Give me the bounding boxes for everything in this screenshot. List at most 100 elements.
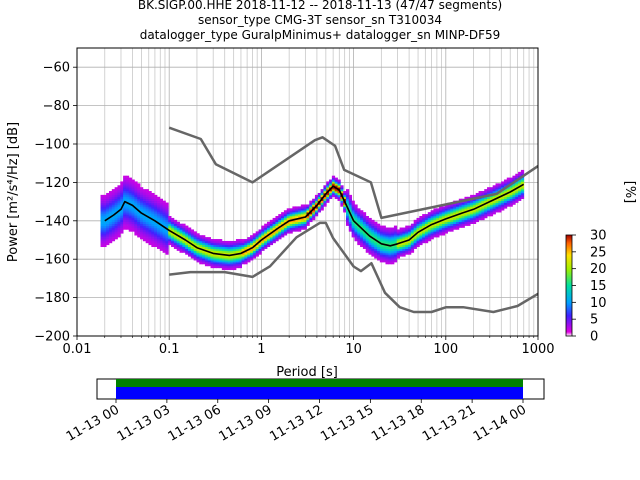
psd-heat-cell (162, 200, 166, 203)
psd-heat-cell (295, 219, 299, 223)
psd-heat-cell (140, 231, 144, 234)
psd-heat-cell (382, 231, 386, 234)
psd-heat-cell (444, 219, 448, 223)
psd-heat-cell (219, 256, 223, 259)
psd-heat-cell (219, 242, 223, 246)
psd-heat-cell (159, 217, 164, 221)
psd-heat-cell (179, 239, 183, 242)
psd-heat-cell (427, 237, 432, 240)
psd-heat-cell (436, 210, 440, 213)
psd-heat-cell (377, 233, 381, 236)
psd-heat-cell (199, 239, 203, 242)
psd-heat-cell (238, 264, 242, 267)
psd-heat-cell (137, 208, 141, 211)
psd-heat-cell (103, 221, 107, 224)
psd-heat-cell (292, 208, 296, 211)
psd-heat-cell (484, 206, 488, 209)
psd-heat-cell (114, 231, 118, 234)
psd-heat-cell (131, 206, 135, 209)
psd-heat-cell (185, 250, 189, 253)
psd-heat-cell (244, 246, 248, 249)
psd-heat-cell (148, 237, 152, 240)
psd-heat-cell (187, 250, 192, 253)
psd-heat-cell (213, 264, 217, 267)
psd-heat-cell (145, 235, 149, 238)
psd-heat-cell (334, 192, 338, 196)
psd-heat-cell (484, 204, 488, 207)
psd-heat-cell (498, 200, 502, 203)
psd-heat-cell (419, 235, 423, 238)
psd-heat-cell (193, 250, 197, 253)
psd-heat-cell (289, 217, 293, 221)
psd-heat-cell (159, 202, 164, 205)
psd-heat-cell (176, 239, 180, 242)
psd-heat-cell (320, 202, 324, 205)
psd-heat-cell (470, 210, 474, 213)
psd-heat-cell (151, 237, 155, 240)
psd-heat-cell (269, 219, 274, 223)
psd-heat-cell (345, 198, 350, 201)
psd-heat-cell (368, 244, 372, 248)
psd-heat-cell (447, 204, 451, 207)
psd-heat-cell (171, 237, 175, 240)
psd-heat-cell (309, 216, 313, 219)
psd-heat-cell (331, 191, 336, 194)
psd-heat-cell (255, 248, 259, 251)
psd-heat-cell (444, 223, 448, 226)
psd-heat-cell (114, 206, 118, 209)
psd-heat-cell (399, 237, 403, 240)
psd-heat-cell (467, 214, 471, 217)
psd-heat-cell (354, 235, 358, 238)
psd-heat-cell (410, 227, 415, 230)
psd-heat-cell (278, 216, 282, 219)
psd-heat-cell (123, 196, 127, 200)
psd-heat-cell (303, 214, 307, 217)
psd-heat-cell (227, 256, 231, 259)
psd-heat-cell (303, 219, 307, 223)
psd-heat-cell (244, 254, 248, 257)
psd-heat-cell (509, 202, 513, 205)
psd-heat-cell (221, 258, 226, 261)
psd-heat-cell (123, 181, 127, 184)
psd-heat-cell (309, 206, 313, 209)
psd-heat-cell (430, 227, 434, 230)
psd-heat-cell (393, 237, 398, 240)
psd-heat-cell (343, 208, 347, 211)
psd-heat-cell (131, 187, 135, 190)
psd-heat-cell (269, 225, 274, 228)
psd-heat-cell (227, 262, 231, 265)
psd-heat-cell (292, 225, 296, 228)
psd-heat-cell (230, 262, 234, 265)
psd-heat-cell (125, 225, 130, 228)
psd-heat-cell (512, 196, 516, 200)
psd-heat-cell (173, 240, 178, 244)
psd-heat-cell (371, 240, 375, 244)
psd-heat-cell (216, 264, 220, 267)
psd-heat-cell (388, 252, 392, 255)
psd-heat-cell (382, 225, 386, 228)
psd-heat-cell (168, 233, 172, 236)
psd-heat-cell (100, 221, 104, 224)
psd-heat-cell (374, 256, 378, 259)
psd-heat-cell (173, 235, 178, 238)
psd-heat-cell (441, 212, 446, 215)
psd-heat-cell (128, 216, 132, 219)
psd-heat-cell (134, 192, 138, 196)
x-tick-label: 1 (257, 342, 265, 357)
psd-heat-cell (396, 250, 400, 253)
psd-heat-cell (185, 240, 189, 244)
psd-heat-cell (467, 200, 471, 203)
psd-heat-cell (379, 244, 384, 248)
psd-heat-cell (385, 246, 389, 249)
psd-heat-cell (117, 198, 121, 201)
psd-heat-cell (314, 214, 319, 217)
psd-heat-cell (382, 240, 386, 244)
psd-heat-cell (422, 237, 426, 240)
psd-heat-cell (439, 214, 443, 217)
psd-heat-cell (360, 221, 364, 224)
psd-heat-cell (190, 235, 195, 238)
psd-heat-cell (430, 216, 434, 219)
psd-heat-cell (295, 206, 299, 209)
psd-heat-cell (408, 242, 412, 246)
psd-heat-cell (142, 237, 147, 240)
